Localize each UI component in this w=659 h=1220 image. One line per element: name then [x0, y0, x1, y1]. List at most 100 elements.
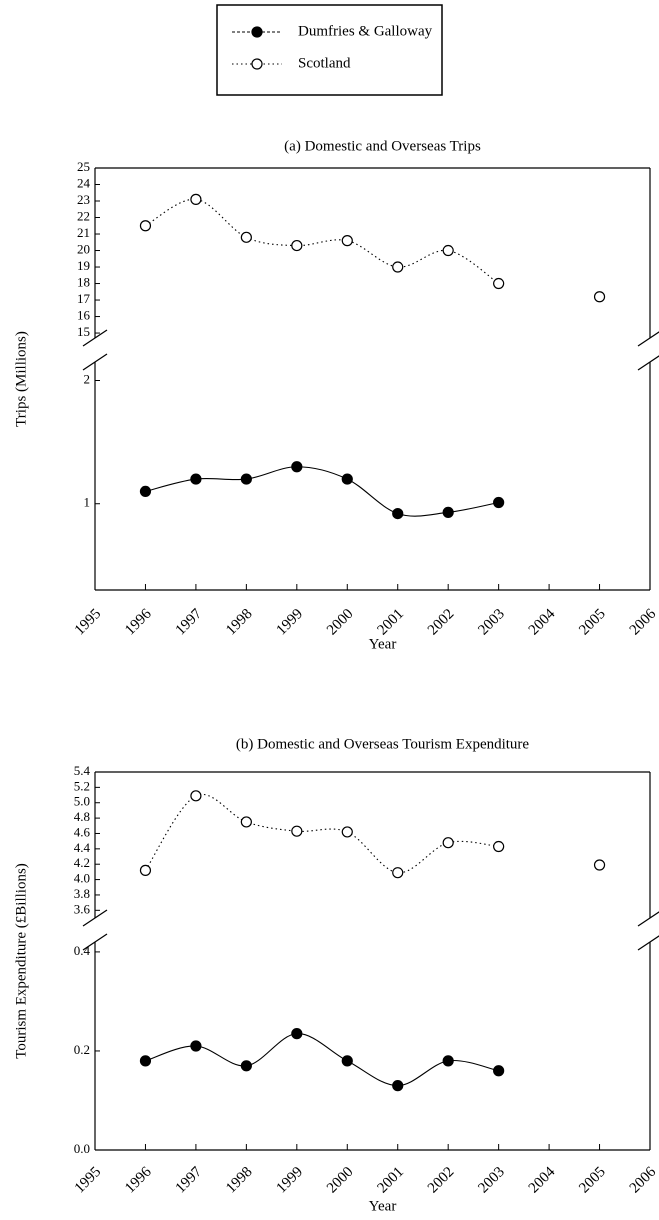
data-point	[190, 1040, 202, 1052]
data-point	[139, 1055, 152, 1067]
x-tick-label: 1998	[223, 606, 256, 639]
data-point	[392, 507, 404, 520]
axis-break	[637, 935, 659, 951]
data-point	[341, 826, 353, 838]
legend-box	[216, 4, 443, 96]
axis-break	[82, 909, 108, 927]
y-tick-label: 4.6	[74, 824, 91, 839]
y-tick-label: 5.2	[74, 778, 90, 793]
x-tick-label: 1999	[274, 606, 307, 639]
x-tick-label: 2005	[576, 1164, 609, 1197]
y-tick-label: 22	[77, 208, 90, 223]
data-point	[190, 790, 202, 802]
axis-break	[637, 331, 659, 347]
data-point	[593, 859, 606, 871]
data-point	[139, 864, 152, 876]
data-point	[442, 506, 454, 518]
y-tick-label: 19	[77, 258, 90, 273]
x-tick-label: 2004	[526, 1164, 559, 1197]
x-tick-label: 2006	[627, 1164, 659, 1197]
data-point	[190, 473, 202, 485]
data-point	[341, 1055, 353, 1067]
y-tick-label: 0.4	[74, 943, 91, 958]
x-tick-label: 1996	[122, 1164, 155, 1197]
series-line	[145, 198, 499, 284]
axis-break	[637, 355, 659, 371]
data-point	[493, 496, 505, 509]
data-point	[392, 1080, 404, 1092]
series-line	[144, 793, 499, 874]
data-point	[392, 867, 404, 879]
data-point	[139, 485, 152, 498]
x-tick-label: 1995	[72, 1164, 105, 1197]
y-axis-label: Tourism Expenditure (£Billions)	[13, 863, 29, 1059]
x-tick-label: 2004	[526, 606, 559, 639]
legend-label: Scotland	[298, 55, 351, 71]
x-axis-label: Year	[369, 1198, 397, 1214]
data-point	[493, 840, 505, 853]
y-tick-label: 4.8	[74, 809, 90, 824]
y-tick-label: 0.0	[74, 1141, 90, 1156]
x-tick-label: 2006	[627, 606, 659, 639]
y-tick-label: 5.0	[74, 794, 90, 809]
x-tick-label: 2003	[475, 606, 508, 639]
x-tick-label: 2003	[475, 1164, 508, 1197]
data-point	[190, 193, 202, 205]
data-point	[442, 1055, 454, 1067]
y-tick-label: 5.4	[74, 763, 91, 778]
data-point	[392, 261, 404, 273]
y-tick-label: 17	[77, 291, 91, 306]
x-tick-label: 2002	[425, 1164, 458, 1197]
data-point	[493, 277, 505, 290]
x-tick-label: 2000	[324, 606, 357, 639]
x-axis-label: Year	[369, 636, 397, 652]
y-tick-label: 4.0	[74, 871, 90, 886]
axis-break	[637, 911, 659, 927]
x-tick-label: 2000	[324, 1164, 357, 1197]
chart-title: (b) Domestic and Overseas Tourism Expend…	[236, 736, 530, 752]
x-tick-label: 1997	[173, 606, 206, 639]
data-point	[291, 461, 303, 473]
y-axis-label: Trips (Millions)	[13, 331, 29, 427]
x-tick-label: 1999	[274, 1164, 307, 1197]
x-tick-label: 1995	[72, 606, 105, 639]
axis-break	[82, 353, 108, 371]
data-point	[442, 244, 454, 257]
y-tick-label: 21	[77, 225, 90, 240]
y-tick-label: 1	[84, 495, 91, 510]
y-tick-label: 3.6	[74, 901, 91, 916]
y-tick-label: 25	[77, 159, 90, 174]
data-point	[240, 1060, 252, 1072]
y-tick-label: 16	[77, 308, 91, 323]
legend-label: Dumfries & Galloway	[298, 23, 433, 39]
data-point	[291, 825, 303, 837]
axis-break	[82, 329, 108, 347]
data-point	[493, 1065, 505, 1077]
x-tick-label: 2001	[374, 1164, 407, 1197]
y-tick-label: 24	[77, 175, 91, 190]
data-point	[291, 239, 303, 252]
data-point	[442, 837, 454, 849]
data-point	[341, 473, 353, 485]
y-tick-label: 15	[77, 324, 90, 339]
legend-marker	[251, 58, 263, 70]
x-tick-label: 2002	[425, 606, 458, 639]
y-tick-label: 3.8	[74, 886, 90, 901]
data-point	[593, 291, 606, 303]
y-tick-label: 0.2	[74, 1042, 90, 1057]
data-point	[291, 1028, 303, 1040]
x-tick-label: 1998	[223, 1164, 256, 1197]
legend-marker	[251, 26, 263, 38]
x-tick-label: 1996	[122, 606, 155, 639]
data-point	[240, 473, 252, 485]
data-point	[341, 235, 353, 247]
data-point	[240, 816, 252, 828]
y-tick-label: 4.4	[74, 840, 91, 855]
y-tick-label: 4.2	[74, 855, 90, 870]
y-tick-label: 18	[77, 275, 90, 290]
axis-break	[82, 933, 108, 951]
data-point	[240, 231, 252, 243]
x-tick-label: 2001	[374, 606, 407, 639]
x-tick-label: 2005	[576, 606, 609, 639]
